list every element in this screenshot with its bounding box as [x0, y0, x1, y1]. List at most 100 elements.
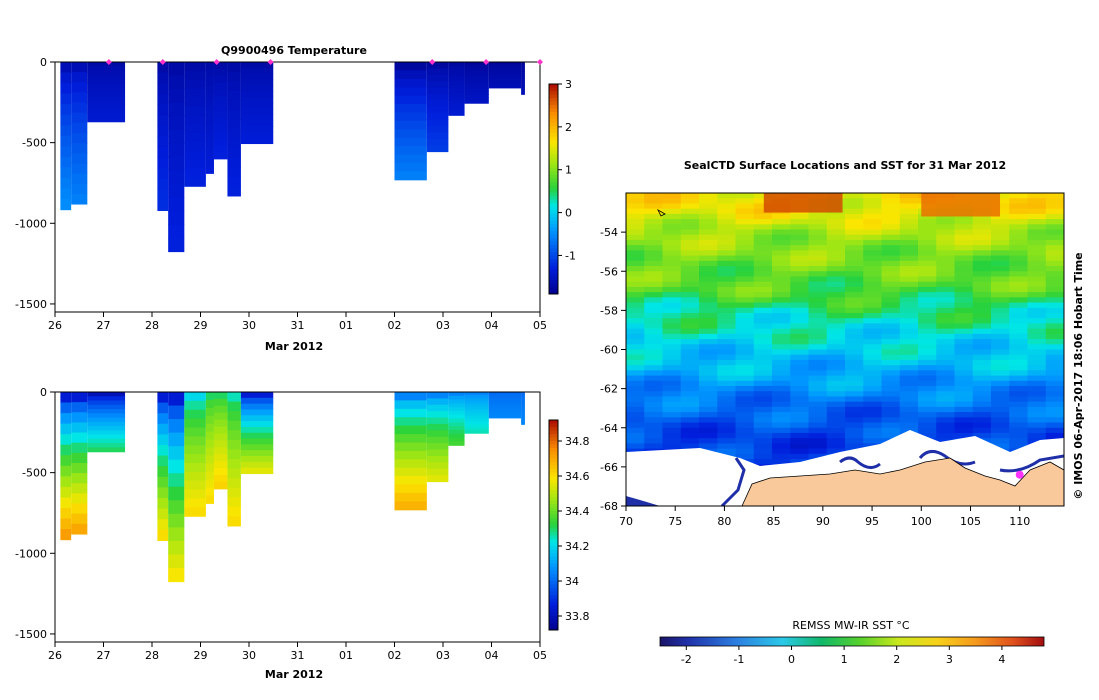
colorbar-segment [549, 560, 558, 564]
x-tick-label: 05 [533, 319, 547, 332]
section-cell-5-0 [184, 62, 206, 72]
section-cell-8-6 [227, 119, 241, 130]
colorbar-segment [549, 546, 558, 550]
sst-cell [699, 443, 718, 450]
sst-cell [717, 432, 737, 439]
sst-cell [735, 250, 755, 257]
section-cell-2-12 [87, 113, 126, 119]
sst-cell [1027, 386, 1047, 392]
sst-cell [808, 292, 828, 298]
section-cell-6-11 [205, 149, 214, 158]
sst-cell [863, 422, 883, 429]
sst-cell [626, 286, 645, 293]
sst-cell [753, 359, 773, 366]
sst-cell [972, 234, 992, 241]
section-cell-8-8 [227, 468, 241, 479]
section-cell-3-11 [157, 178, 169, 190]
sst-cell [735, 255, 755, 262]
section-cell-7-6 [213, 103, 228, 111]
sst-cell [1045, 427, 1064, 434]
sst-cell [790, 432, 810, 439]
colorbar-segment [549, 157, 558, 162]
section-cell-6-9 [205, 463, 214, 473]
section-cell-4-7 [168, 486, 185, 501]
sst-cell [972, 266, 992, 272]
section-cell-8-13 [227, 186, 241, 197]
colorbar-segment [549, 136, 558, 141]
section-cell-2-9 [87, 430, 126, 436]
section-cell-10-7 [394, 450, 427, 460]
sst-cell [790, 459, 810, 465]
sst-cell [899, 386, 919, 392]
sst-cell [717, 401, 737, 408]
sst-cell [680, 219, 700, 225]
section-cell-15-2 [521, 66, 525, 70]
sst-cell [863, 406, 883, 413]
sst-cell [918, 224, 937, 231]
sst-cell [790, 427, 810, 434]
sst-cell [918, 354, 937, 361]
sst-cell [991, 443, 1010, 450]
section-cell-6-8 [205, 125, 214, 135]
sst-cell [1009, 365, 1029, 371]
section-cell-13-5 [464, 76, 489, 81]
section-cell-5-5 [184, 106, 206, 116]
sst-cell [991, 401, 1010, 408]
sst-cell [954, 417, 974, 424]
sst-cell [1045, 297, 1064, 304]
section-cell-15-8 [521, 80, 525, 84]
sst-cell [863, 255, 883, 262]
colorbar-segment [549, 598, 558, 603]
section-cell-0-1 [60, 402, 72, 414]
section-cell-10-8 [394, 129, 427, 139]
sst-cell [680, 328, 700, 335]
sst-cell [1009, 250, 1029, 257]
sst-cell [699, 365, 718, 371]
colorbar-tick-label: -1 [565, 249, 576, 262]
sst-warm-patch [763, 193, 843, 213]
section-cell-4-2 [168, 419, 185, 434]
sst-cell [991, 260, 1010, 267]
section-cell-7-2 [213, 405, 228, 414]
sst-cell [826, 427, 846, 434]
sst-cell [863, 318, 883, 325]
sst-cell [826, 443, 846, 450]
sst-cell [863, 354, 883, 361]
sst-cell [644, 198, 664, 205]
sst-cell [863, 401, 883, 408]
sst-cell [626, 386, 645, 392]
sst-cell [735, 292, 755, 298]
sst-cell [808, 245, 828, 251]
sst-cell [863, 312, 883, 319]
colorbar-segment [549, 283, 558, 288]
section-cell-15-11 [521, 417, 525, 421]
section-cell-5-4 [184, 97, 206, 107]
sst-cell [717, 286, 737, 293]
sst-cell [699, 333, 718, 340]
sst-cell [863, 365, 883, 371]
coastal-water-edge [720, 450, 1064, 506]
section-cell-0-10 [60, 167, 72, 179]
sst-cell [845, 339, 864, 345]
sst-cell [863, 234, 883, 241]
sst-cell [863, 229, 883, 236]
section-cell-11-11 [426, 132, 449, 140]
sst-cell [808, 219, 828, 225]
sst-cell [991, 198, 1010, 205]
section-cell-8-8 [227, 138, 241, 149]
sst-cell [717, 271, 737, 278]
section-cell-12-11 [448, 103, 465, 109]
sst-cell [1009, 281, 1029, 288]
sst-cell [936, 224, 956, 231]
sst-cell [790, 453, 810, 460]
sst-cell [717, 386, 737, 392]
sst-cell [991, 354, 1010, 361]
y-tick-label: 0 [40, 386, 47, 399]
sst-cell [991, 380, 1010, 387]
section-cell-15-12 [521, 89, 525, 93]
sst-cell [918, 255, 937, 262]
sst-cell [1027, 276, 1047, 283]
colorbar-segment [549, 602, 558, 606]
sst-cell [863, 213, 883, 220]
sst-cell [680, 333, 700, 340]
